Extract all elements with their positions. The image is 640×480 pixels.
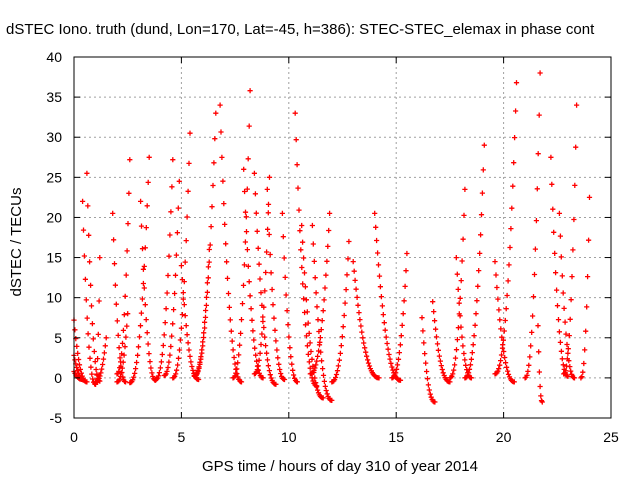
arc-series [329,238,352,385]
data-point-markers [578,194,593,381]
arc-series [462,142,487,381]
arc-series [492,80,520,377]
data-point-markers [114,311,131,385]
x-tick-label: 0 [70,429,78,445]
y-axis-label: dSTEC / TECUs [8,188,25,297]
arc-series [535,323,545,405]
arc-series [92,255,103,387]
data-point-markers [307,210,333,377]
arc-series [264,186,288,383]
data-point-markers [419,315,438,405]
arc-series [191,246,212,379]
arc-series [153,157,176,383]
data-point-markers [264,186,288,383]
x-tick-label: 25 [603,429,619,445]
arc-series [251,174,273,377]
arc-series [127,154,152,386]
data-point-markers [92,255,103,387]
y-tick-label: 40 [46,49,62,65]
data-point-markers [170,130,193,381]
data-point-markers [447,186,468,381]
data-point-markers [138,198,159,383]
y-tick-label: 10 [46,290,62,306]
arc-series [309,222,335,403]
data-point-markers [153,157,176,383]
data-point-markers [161,178,182,379]
arc-series [84,170,103,384]
y-tick-label: 5 [54,330,62,346]
arc-series [522,70,543,381]
x-axis-label: GPS time / hours of day 310 of year 2014 [202,458,478,475]
data-point-markers [430,299,453,385]
data-point-markers [389,250,410,381]
arc-series [241,166,266,381]
data-point-markers [241,166,266,381]
y-tick-label: -5 [50,410,63,426]
data-series [71,70,593,405]
data-point-markers [279,210,300,385]
arc-series [161,178,182,379]
arc-series [251,170,279,387]
arc-series [556,210,578,381]
arc-series [307,210,333,377]
arc-series [92,335,109,385]
y-tick-label: 25 [46,169,62,185]
arc-series [548,154,571,379]
data-point-markers [114,157,133,377]
data-point-markers [92,335,109,385]
data-point-markers [548,154,571,379]
data-point-markers [350,259,382,381]
arc-series [230,88,253,381]
x-tick-label: 20 [496,429,512,445]
arc-series [578,194,593,381]
arc-series [492,259,517,385]
data-point-markers [191,110,219,379]
data-point-markers [230,88,253,381]
chart-title: dSTEC Iono. truth (dund, Lon=170, Lat=-4… [6,21,595,38]
data-point-markers [191,246,212,379]
arc-series [350,259,382,381]
axis-ticks: 0 5 10 15 20 25 -5 0 5 10 15 20 25 30 35 40 [46,49,619,445]
x-tick-label: 10 [281,429,297,445]
grid [74,57,611,418]
data-point-markers [309,222,335,403]
arc-series [170,130,193,381]
y-tick-label: 0 [54,370,62,386]
data-point-markers [292,110,320,389]
data-point-markers [492,80,520,377]
data-point-markers [561,102,580,377]
data-point-markers [329,238,352,385]
data-point-markers [217,102,245,385]
arc-series [138,198,159,383]
x-tick-label: 5 [178,429,186,445]
y-tick-label: 15 [46,250,62,266]
arc-series [279,210,300,385]
data-point-markers [492,259,517,385]
data-point-markers [127,154,152,386]
arc-series [217,102,245,385]
arc-series [561,102,580,377]
arc-series [191,110,219,379]
y-tick-label: 20 [46,209,62,225]
data-point-markers [535,323,545,405]
data-point-markers [556,210,578,381]
arc-series [114,157,133,377]
arc-series [292,110,320,389]
arc-series [430,299,453,385]
data-point-markers [251,170,279,387]
data-point-markers [462,142,487,381]
data-point-markers [84,170,103,384]
y-tick-label: 30 [46,129,62,145]
arc-series [447,186,468,381]
arc-series [419,315,438,405]
data-point-markers [522,70,543,381]
data-point-markers [251,174,273,377]
y-tick-label: 35 [46,89,62,105]
plot-frame [73,56,612,419]
arc-series [389,250,410,381]
x-tick-label: 15 [388,429,404,445]
arc-series [114,311,131,385]
